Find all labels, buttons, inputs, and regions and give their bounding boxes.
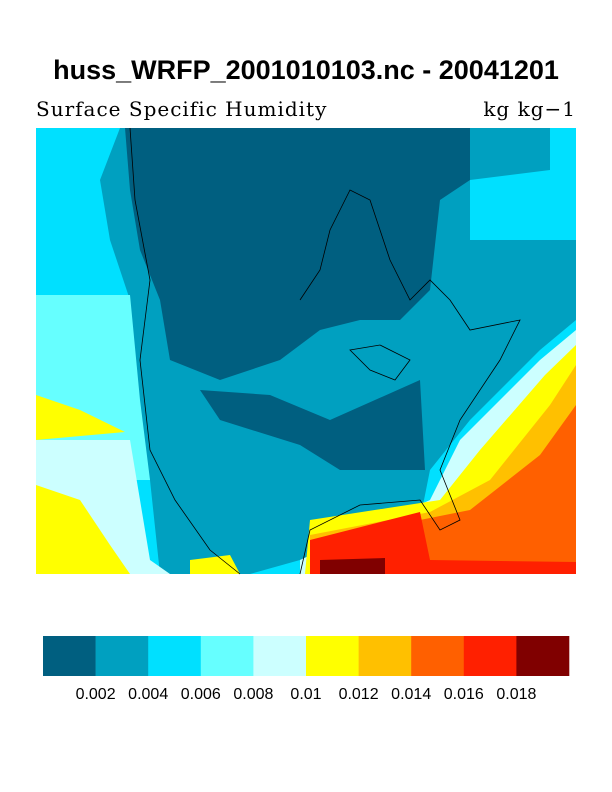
colorbar-tick-label: 0.004	[128, 686, 168, 703]
colorbar-tick-label: 0.012	[339, 686, 379, 703]
map	[36, 127, 576, 575]
coastline	[129, 127, 521, 575]
map-region	[200, 380, 425, 470]
colorbar-tick-label: 0.018	[496, 686, 536, 703]
map-region	[190, 555, 240, 574]
map-region	[125, 128, 470, 380]
colorbar-swatch	[463, 636, 517, 676]
colorbar-swatch	[43, 636, 96, 676]
colorbar-tick-label: 0.01	[290, 686, 321, 703]
map-region	[36, 395, 125, 440]
colorbar-swatch	[95, 636, 149, 676]
units: kg kg−1	[483, 97, 576, 121]
title: huss_WRFP_2001010103.nc - 20041201	[53, 55, 559, 85]
colorbar-swatch	[516, 636, 570, 676]
subtitle: Surface Specific Humidity	[36, 97, 327, 121]
map-region	[320, 558, 385, 574]
colorbar-swatch	[253, 636, 307, 676]
map-region	[36, 485, 130, 574]
colorbar-tick-label: 0.008	[233, 686, 273, 703]
colorbar: 0.002 0.004 0.006 0.008 0.01 0.012 0.014 0.016 0…	[43, 636, 570, 703]
colorbar-swatch	[148, 636, 202, 676]
colorbar-swatch	[358, 636, 412, 676]
colorbar-swatch	[411, 636, 465, 676]
colorbar-tick-label: 0.016	[444, 686, 484, 703]
colorbar-swatch	[306, 636, 359, 676]
colorbar-tick-label: 0.002	[76, 686, 116, 703]
colorbar-swatch	[200, 636, 254, 676]
colorbar-tick-label: 0.014	[391, 686, 431, 703]
colorbar-tick-label: 0.006	[181, 686, 221, 703]
